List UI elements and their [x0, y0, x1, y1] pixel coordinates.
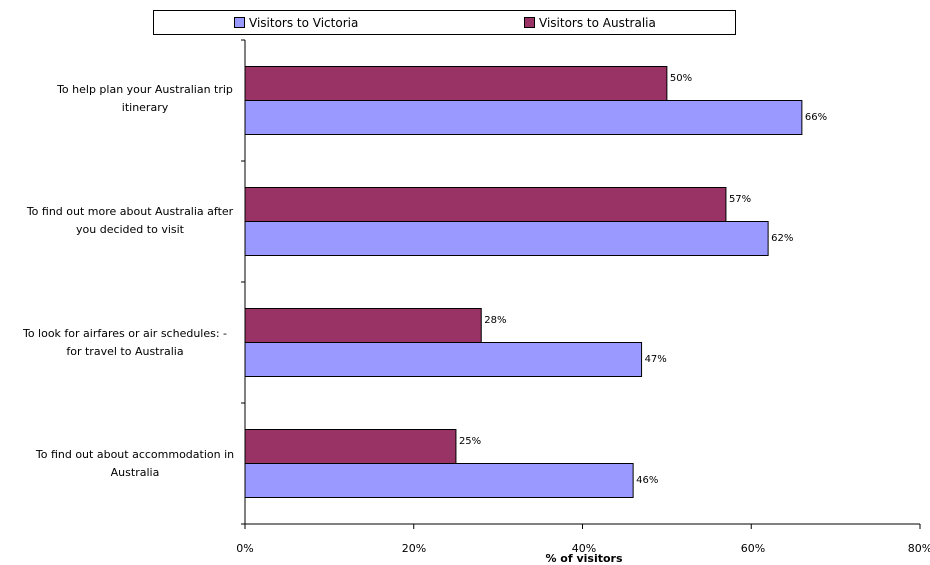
- category-label-4: To find out about accommodation in Austr…: [35, 448, 235, 479]
- legend-item-victoria: Visitors to Victoria: [234, 16, 358, 30]
- legend-item-australia: Visitors to Australia: [524, 16, 656, 30]
- bar-australia-3: [244, 308, 482, 343]
- legend-label-victoria: Visitors to Victoria: [249, 16, 359, 30]
- bar-victoria-2: [244, 221, 769, 256]
- x-tick-label-20: 20%: [401, 542, 427, 555]
- data-label-australia-2: 57%: [728, 193, 752, 205]
- x-axis-title: % of visitors: [545, 552, 623, 565]
- data-label-victoria-2: 62%: [771, 232, 794, 244]
- category-label-1: To help plan your Australian trip itiner…: [57, 83, 233, 114]
- data-label-victoria-1: 66%: [804, 111, 828, 123]
- bar-victoria-1: [244, 100, 803, 135]
- legend-swatch-australia: [524, 17, 535, 28]
- bar-australia-2: [244, 187, 727, 222]
- data-label-australia-1: 50%: [669, 72, 693, 84]
- x-tick-label-40: 40%: [571, 542, 597, 555]
- legend-swatch-victoria: [234, 17, 245, 28]
- bar-victoria-4: [244, 463, 634, 498]
- x-tick-label-80: 80%: [907, 542, 930, 555]
- data-label-victoria-3: 47%: [644, 353, 667, 365]
- legend: Visitors to Victoria Visitors to Austral…: [153, 10, 736, 35]
- x-tick-label-0: 0%: [236, 542, 254, 555]
- data-label-australia-4: 25%: [458, 435, 482, 447]
- category-label-2: To find out more about Australia after y…: [26, 205, 234, 236]
- bar-australia-1: [244, 66, 668, 101]
- bar-victoria-3: [244, 342, 643, 377]
- legend-label-australia: Visitors to Australia: [539, 16, 656, 30]
- category-label-3: To look for airfares or air schedules: -…: [22, 327, 228, 358]
- bar-australia-4: [244, 429, 457, 464]
- x-tick-label-60: 60%: [740, 542, 766, 555]
- data-label-victoria-4: 46%: [636, 474, 659, 486]
- data-label-australia-3: 28%: [484, 314, 507, 326]
